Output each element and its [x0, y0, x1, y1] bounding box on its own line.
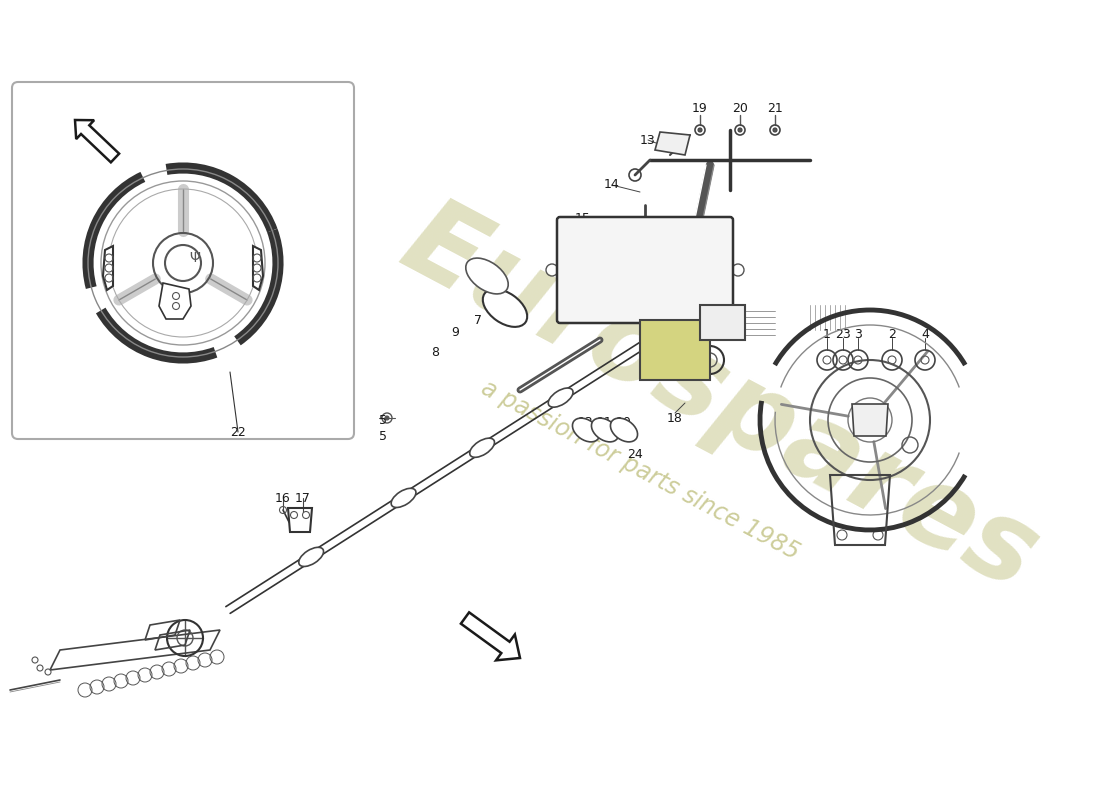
Polygon shape [75, 120, 119, 162]
FancyBboxPatch shape [12, 82, 354, 439]
Polygon shape [103, 246, 113, 290]
Polygon shape [654, 132, 690, 155]
Text: 21: 21 [767, 102, 783, 114]
Text: 3: 3 [854, 329, 862, 342]
Text: 17: 17 [295, 491, 311, 505]
Polygon shape [852, 404, 888, 436]
Text: Eurospares: Eurospares [385, 188, 1056, 612]
Text: 22: 22 [230, 426, 246, 438]
Text: 1: 1 [823, 329, 830, 342]
Text: 13: 13 [640, 134, 656, 146]
Ellipse shape [470, 438, 495, 458]
Ellipse shape [592, 418, 618, 442]
Text: 19: 19 [692, 102, 708, 114]
Text: 4: 4 [921, 329, 928, 342]
Text: 5: 5 [379, 414, 387, 426]
Text: 2: 2 [888, 329, 895, 342]
Text: 5: 5 [379, 430, 387, 442]
Circle shape [738, 128, 742, 132]
Polygon shape [160, 283, 191, 319]
Text: 18: 18 [667, 411, 683, 425]
Text: 20: 20 [733, 102, 748, 114]
Text: 14: 14 [604, 178, 620, 191]
Ellipse shape [548, 388, 573, 407]
Polygon shape [461, 612, 520, 660]
FancyBboxPatch shape [557, 217, 733, 323]
Text: 15: 15 [575, 211, 591, 225]
Ellipse shape [465, 258, 508, 294]
Circle shape [385, 416, 389, 420]
Text: 12: 12 [579, 415, 594, 429]
Ellipse shape [392, 488, 416, 507]
Ellipse shape [610, 418, 638, 442]
Text: a passion for parts since 1985: a passion for parts since 1985 [476, 376, 803, 564]
Text: 10: 10 [616, 415, 631, 429]
Text: 11: 11 [597, 415, 613, 429]
Polygon shape [253, 246, 263, 290]
Ellipse shape [572, 418, 600, 442]
Circle shape [698, 128, 702, 132]
Text: 23: 23 [835, 329, 851, 342]
Text: 9: 9 [451, 326, 459, 338]
Ellipse shape [299, 547, 323, 566]
Circle shape [773, 128, 777, 132]
Ellipse shape [483, 289, 527, 327]
Text: 8: 8 [431, 346, 439, 358]
Text: 16: 16 [275, 491, 290, 505]
Text: 7: 7 [474, 314, 482, 326]
Polygon shape [640, 320, 710, 380]
Polygon shape [700, 305, 745, 340]
Text: 24: 24 [627, 449, 642, 462]
Text: 6: 6 [493, 283, 500, 297]
Text: Ψ: Ψ [189, 251, 200, 265]
